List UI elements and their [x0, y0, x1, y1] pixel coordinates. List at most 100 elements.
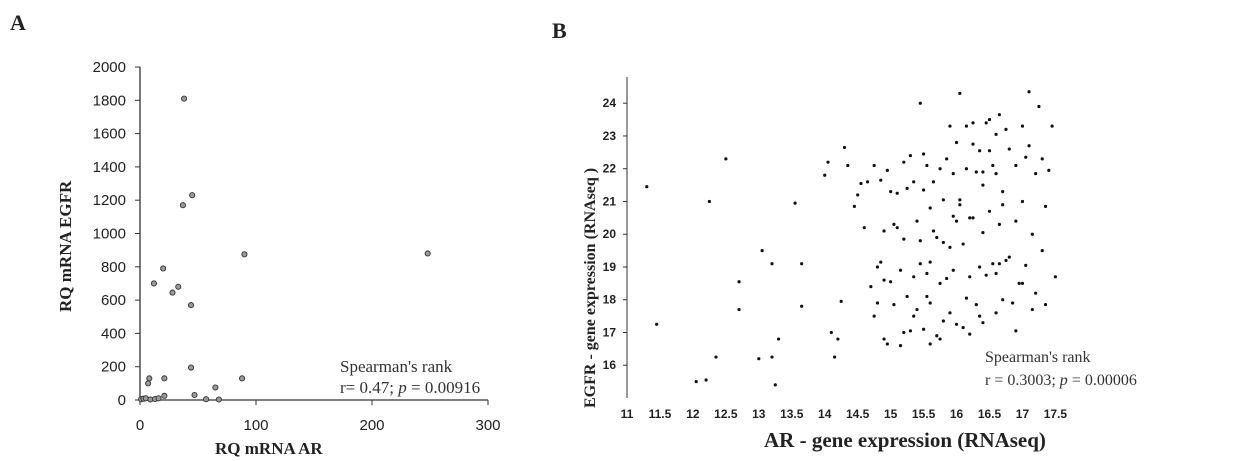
panel-b-data-point	[912, 314, 916, 318]
panel-b-data-point	[997, 113, 1001, 117]
panel-a-data-point	[160, 265, 167, 272]
panel-b-data-point	[951, 268, 955, 272]
panel-b-data-point	[945, 276, 949, 281]
panel-a-x-tick-label: 300	[475, 417, 500, 434]
panel-b-data-point	[770, 262, 774, 266]
panel-b-data-point	[859, 181, 863, 186]
panel-b-data-point	[889, 190, 893, 194]
panel-a-data-point	[187, 302, 195, 309]
panel-b-data-point	[925, 294, 929, 299]
panel-b-data-point	[902, 237, 906, 241]
panel-b-data-point	[839, 299, 843, 303]
panel-b-data-point	[773, 383, 777, 387]
panel-b-data-point	[984, 121, 988, 125]
panel-b-data-point	[1001, 298, 1005, 302]
panel-a-data-point	[424, 250, 431, 257]
panel-b-data-point	[964, 296, 969, 300]
panel-b-data-point	[994, 311, 998, 315]
panel-b-data-point	[925, 163, 929, 168]
panel-b-data-point	[875, 265, 880, 269]
panel-b-data-point	[1014, 219, 1018, 223]
panel-b-data-point	[908, 154, 913, 158]
panel-a-data-point	[146, 375, 153, 382]
panel-b-data-point	[694, 380, 698, 384]
panel-a-data-point	[169, 289, 176, 296]
panel-b-data-point	[958, 198, 962, 202]
panel-b-data-point	[885, 342, 889, 346]
panel-b-data-point	[948, 311, 952, 315]
panel-b-data-point	[991, 262, 995, 266]
panel-b-data-point	[968, 216, 972, 220]
panel-b-data-point	[941, 198, 945, 202]
panel-b-data-point	[1024, 263, 1028, 267]
panel-b-data-point	[862, 226, 866, 230]
panel-b-data-point	[981, 183, 985, 187]
panel-a-label: A	[10, 10, 26, 35]
panel-b-data-point	[928, 342, 932, 346]
panel-b-data-point	[954, 140, 959, 145]
panel-b-data-point	[1027, 90, 1031, 94]
panel-a-y-tick-label: 1200	[93, 192, 126, 209]
panel-b-data-point	[981, 230, 985, 235]
panel-a-data-point	[181, 95, 188, 102]
panel-b-data-point	[945, 157, 949, 161]
panel-b-data-point	[1004, 127, 1008, 132]
panel-b-data-point	[882, 229, 886, 233]
panel-b-data-point	[928, 206, 932, 210]
panel-b-data-point	[961, 325, 965, 330]
panel-b-data-point	[704, 378, 708, 382]
panel-b-data-point	[1007, 255, 1011, 259]
panel-b-data-point	[770, 355, 774, 359]
panel-b-data-point	[1001, 190, 1005, 194]
panel-b-data-point	[872, 163, 876, 168]
panel-b-data-point	[1053, 275, 1058, 279]
panel-b-data-point	[865, 180, 870, 184]
panel-b-data-point	[724, 157, 728, 161]
panel-b-data-point	[892, 303, 896, 307]
panel-b-data-point	[912, 275, 916, 279]
panel-a-data-point	[179, 202, 186, 209]
panel-a-y-tick-label: 2000	[93, 59, 126, 76]
panel-b-data-point	[895, 226, 899, 230]
panel-b-data-point	[964, 167, 969, 171]
panel-b-x-tick-label: 13	[752, 407, 766, 421]
panel-b-data-point	[997, 262, 1001, 266]
panel-a-data-point	[187, 364, 195, 371]
panel-b-data-point	[921, 327, 926, 331]
panel-b-data-point	[941, 240, 945, 245]
panel-b-y-tick-label: 21	[603, 194, 617, 208]
panel-b-data-point	[898, 343, 903, 348]
panel-a-y-tick-label: 400	[101, 325, 126, 342]
panel-b-data-point	[908, 329, 913, 333]
panel-b-data-point	[776, 337, 781, 341]
panel-b-data-point	[895, 191, 899, 195]
panel-b-y-tick-label: 23	[603, 129, 617, 143]
panel-a-data-point	[150, 280, 157, 287]
panel-b-data-point	[875, 301, 880, 305]
panel-b-p-value: = 0.00006	[1068, 372, 1137, 389]
panel-a-ticks: 0 200 400 600 800 1000 1200 1400 1600 1800 2000 0 10…	[93, 59, 501, 434]
panel-b-data-point	[987, 209, 992, 213]
panel-b: B 16 17 18 19 20 21 22 23 24 11 11.5 12 12.5 13 13.5 14…	[552, 18, 1137, 452]
panel-a-points	[138, 95, 431, 403]
panel-b-data-point	[1040, 157, 1044, 161]
panel-b-data-point	[981, 321, 985, 325]
panel-b-data-point	[961, 242, 965, 246]
panel-a-data-point	[203, 396, 210, 403]
panel-b-y-tick-label: 17	[603, 325, 617, 339]
panel-a-data-point	[161, 392, 168, 399]
panel-b-data-point	[968, 332, 972, 336]
panel-b-label: B	[552, 18, 567, 43]
panel-b-x-tick-label: 13.5	[780, 407, 804, 421]
panel-b-data-point	[757, 357, 761, 361]
panel-b-p-symbol: p	[1059, 372, 1068, 389]
panel-b-data-point	[898, 268, 903, 272]
panel-b-data-point	[948, 124, 952, 128]
panel-b-data-point	[760, 249, 764, 253]
panel-a-y-tick-label: 800	[101, 259, 126, 276]
panel-b-data-point	[994, 271, 998, 276]
panel-b-data-point	[1001, 203, 1005, 207]
panel-b-data-point	[918, 101, 922, 105]
panel-a-y-tick-label: 1600	[93, 126, 126, 143]
panel-b-data-point	[793, 201, 797, 205]
